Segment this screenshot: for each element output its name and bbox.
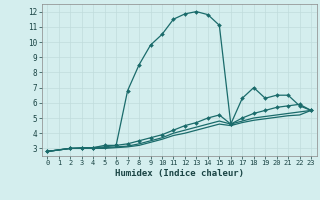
X-axis label: Humidex (Indice chaleur): Humidex (Indice chaleur): [115, 169, 244, 178]
